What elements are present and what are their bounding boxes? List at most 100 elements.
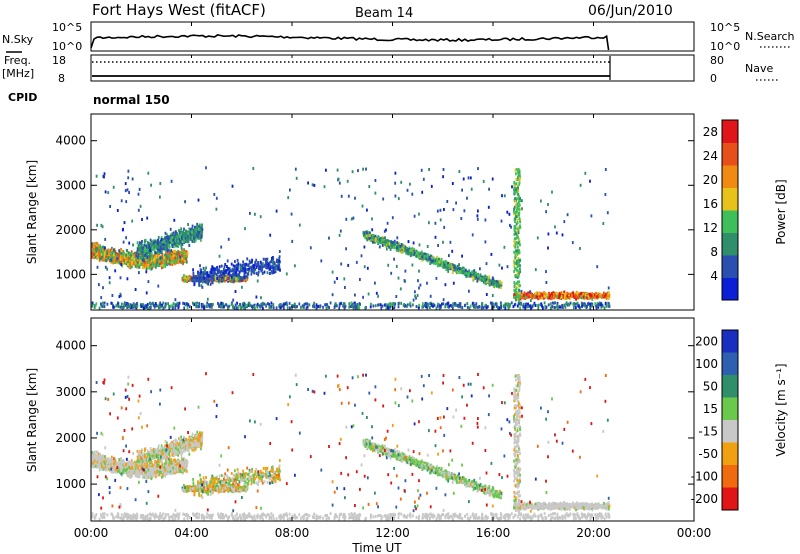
power-echo bbox=[167, 248, 170, 252]
power-echo bbox=[106, 302, 109, 306]
power-echo bbox=[144, 263, 147, 267]
power-echo bbox=[149, 301, 151, 305]
power-echo bbox=[165, 255, 168, 259]
power-echo bbox=[568, 294, 570, 298]
power-echo bbox=[93, 242, 96, 246]
power-echo bbox=[199, 274, 201, 278]
power-echo bbox=[269, 267, 272, 271]
power-echo bbox=[198, 276, 201, 280]
power-echo bbox=[475, 271, 478, 275]
power-echo bbox=[576, 302, 579, 306]
power-echo bbox=[189, 237, 192, 241]
power-echo bbox=[277, 264, 280, 268]
power-echo bbox=[182, 233, 184, 237]
power-echo bbox=[485, 282, 487, 286]
power-echo bbox=[591, 292, 593, 295]
power-echo bbox=[590, 294, 593, 298]
power-echo bbox=[107, 248, 109, 252]
power-echo bbox=[161, 266, 163, 270]
power-echo bbox=[99, 249, 102, 253]
power-echo bbox=[574, 302, 577, 306]
power-echo bbox=[191, 239, 194, 243]
power-echo bbox=[133, 258, 135, 262]
power-echo bbox=[103, 301, 106, 305]
power-echo bbox=[154, 262, 157, 266]
power-echo bbox=[156, 239, 159, 243]
power-echo bbox=[246, 275, 248, 279]
power-echo bbox=[127, 260, 129, 264]
power-echo bbox=[528, 295, 530, 299]
power-echo bbox=[603, 291, 605, 295]
power-echo bbox=[171, 262, 174, 266]
power-echo bbox=[103, 252, 106, 256]
power-echo bbox=[180, 261, 183, 264]
power-echo bbox=[608, 294, 611, 298]
power-echo bbox=[176, 252, 179, 256]
power-echo bbox=[166, 233, 168, 237]
power-echo bbox=[198, 274, 200, 278]
power-echo bbox=[195, 302, 197, 306]
power-echo bbox=[140, 262, 143, 266]
cpid-value: normal 150 bbox=[93, 93, 170, 107]
power-echo bbox=[243, 263, 245, 267]
power-echo bbox=[177, 245, 180, 248]
power-echo bbox=[128, 264, 131, 268]
power-echo bbox=[388, 245, 390, 249]
power-echo bbox=[166, 249, 169, 253]
power-echo bbox=[157, 236, 160, 239]
power-echo bbox=[404, 249, 407, 253]
power-echo bbox=[123, 257, 125, 261]
power-echo bbox=[217, 301, 219, 305]
power-echo bbox=[246, 257, 249, 261]
nsky-label: N.Sky bbox=[2, 33, 34, 46]
power-echo bbox=[515, 294, 518, 298]
power-echo bbox=[271, 269, 273, 273]
power-echo bbox=[588, 302, 591, 306]
power-echo bbox=[595, 295, 598, 299]
power-echo bbox=[110, 251, 113, 255]
power-echo bbox=[564, 295, 566, 299]
power-echo bbox=[239, 278, 242, 282]
power-echo bbox=[271, 264, 274, 268]
power-echo bbox=[235, 277, 238, 281]
power-echo bbox=[171, 236, 174, 239]
power-echo bbox=[239, 263, 242, 267]
power-echo bbox=[115, 255, 118, 259]
power-echo bbox=[375, 239, 378, 243]
power-echo bbox=[152, 245, 155, 249]
power-echo bbox=[198, 236, 201, 240]
power-echo bbox=[178, 257, 180, 261]
power-echo bbox=[172, 245, 175, 249]
power-echo bbox=[488, 283, 491, 287]
power-echo bbox=[234, 260, 236, 263]
power-echo bbox=[435, 257, 438, 261]
power-echo bbox=[168, 241, 171, 245]
power-echo bbox=[552, 295, 555, 299]
power-echo bbox=[538, 292, 541, 296]
power-echo bbox=[225, 274, 228, 278]
power-echo bbox=[582, 292, 584, 296]
power-echo bbox=[545, 294, 547, 298]
power-echo bbox=[374, 237, 377, 241]
power-echo bbox=[138, 259, 141, 263]
power-echo bbox=[140, 252, 142, 256]
power-echo bbox=[410, 253, 413, 257]
power-echo bbox=[236, 258, 239, 262]
power-echo bbox=[210, 268, 213, 272]
power-echo bbox=[151, 245, 154, 249]
power-echo bbox=[180, 232, 183, 236]
power-echo bbox=[563, 304, 566, 308]
power-echo bbox=[168, 306, 171, 310]
power-echo bbox=[166, 257, 169, 261]
power-echo bbox=[186, 275, 188, 279]
power-echo bbox=[222, 271, 225, 275]
power-echo bbox=[115, 252, 118, 256]
power-echo bbox=[109, 255, 111, 259]
power-echo bbox=[121, 261, 124, 265]
power-echo bbox=[374, 234, 377, 238]
power-echo bbox=[174, 249, 177, 253]
power-echo bbox=[255, 258, 258, 262]
cpid-label: CPID bbox=[8, 91, 37, 104]
power-echo bbox=[111, 248, 114, 252]
power-echo bbox=[449, 303, 452, 307]
